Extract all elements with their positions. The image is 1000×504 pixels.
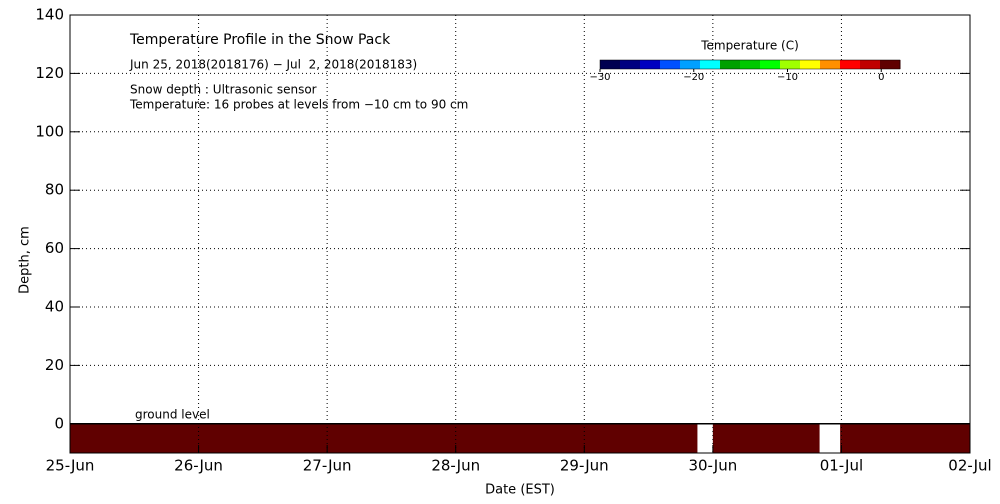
colorbar-label: Temperature (C): [700, 39, 799, 53]
chart-title: Temperature Profile in the Snow Pack: [129, 32, 391, 48]
colorbar-tick-label: −20: [683, 72, 704, 83]
x-tick-label: 30-Jun: [688, 457, 737, 475]
colorbar-tick-label: −30: [589, 72, 610, 83]
x-tick-label: 28-Jun: [431, 457, 480, 475]
x-tick-label: 25-Jun: [46, 457, 95, 475]
annotation: ground level: [135, 408, 210, 422]
colorbar-swatch: [620, 60, 641, 69]
x-tick-label: 29-Jun: [560, 457, 609, 475]
colorbar-swatch: [780, 60, 801, 69]
y-tick-label: 140: [35, 6, 64, 24]
note: Temperature: 16 probes at levels from −1…: [129, 98, 468, 112]
y-tick-label: 80: [45, 181, 64, 199]
y-tick-label: 120: [35, 64, 64, 82]
colorbar-tick-label: −10: [777, 72, 798, 83]
x-axis-label: Date (EST): [485, 483, 555, 498]
x-tick-label: 01-Jul: [820, 457, 863, 475]
colorbar-tick-label: 0: [878, 72, 884, 83]
colorbar-swatch: [840, 60, 861, 69]
note: Snow depth : Ultrasonic sensor: [130, 83, 317, 97]
colorbar-swatch: [800, 60, 821, 69]
x-tick-label: 02-Jul: [948, 457, 991, 475]
colorbar-swatch: [820, 60, 841, 69]
heat-cell: [70, 423, 698, 453]
colorbar-swatch: [640, 60, 661, 69]
colorbar-swatch: [860, 60, 881, 69]
colorbar-swatch: [880, 60, 901, 69]
colorbar-swatch: [720, 60, 741, 69]
y-tick-label: 20: [45, 356, 64, 374]
heat-cell: [840, 423, 970, 453]
heat-cell: [712, 423, 820, 453]
x-tick-label: 27-Jun: [303, 457, 352, 475]
colorbar-swatch: [680, 60, 701, 69]
colorbar-swatch: [740, 60, 761, 69]
y-axis-label: Depth, cm: [18, 226, 33, 294]
colorbar-swatch: [660, 60, 681, 69]
plot-frame: [69, 14, 971, 454]
y-tick-label: 0: [54, 414, 64, 432]
colorbar-swatch: [700, 60, 721, 69]
colorbar-swatch: [760, 60, 781, 69]
colorbar-swatch: [600, 60, 621, 69]
subtitle: Jun 25, 2018(2018176) − Jul 2, 2018(2018…: [129, 58, 417, 72]
x-tick-label: 26-Jun: [174, 457, 223, 475]
y-tick-label: 40: [45, 298, 64, 316]
y-tick-label: 100: [35, 122, 64, 140]
y-tick-label: 60: [45, 239, 64, 257]
colorbar-frame: [599, 59, 901, 70]
